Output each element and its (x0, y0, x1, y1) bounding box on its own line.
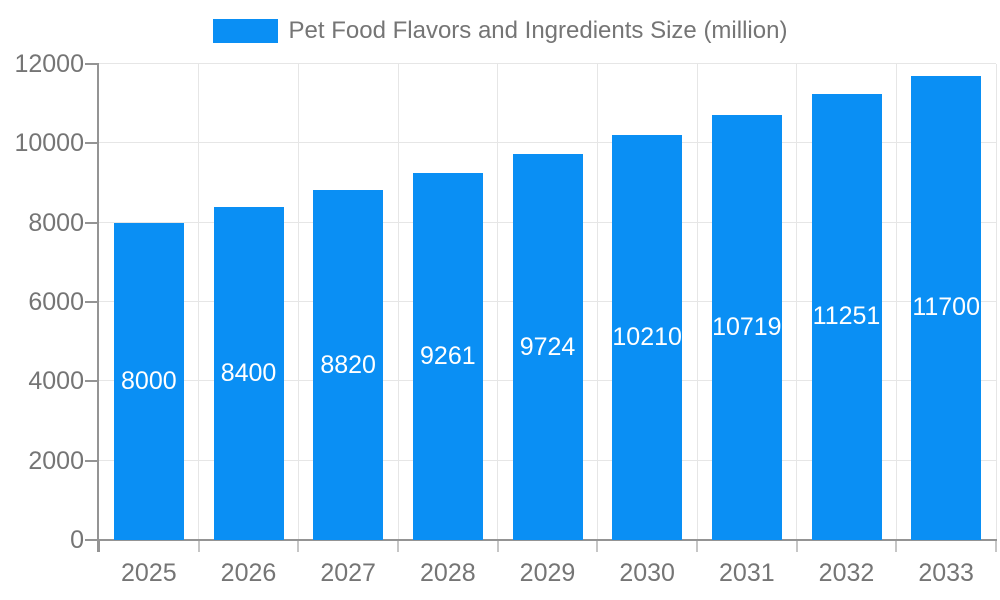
v-gridline (596, 64, 598, 540)
x-tick (397, 540, 399, 552)
bar-value-label: 8820 (320, 350, 376, 379)
bar-value-label: 10210 (612, 322, 682, 351)
bar-2033[interactable]: 11700 (911, 75, 982, 540)
y-gridline (99, 142, 996, 144)
bar-value-label: 11700 (912, 293, 980, 322)
v-gridline (497, 64, 499, 540)
y-tick (85, 221, 99, 224)
bar-2031[interactable]: 10719 (711, 114, 782, 540)
x-axis-label: 2027 (320, 559, 376, 587)
x-axis-label: 2031 (719, 559, 775, 587)
x-tick (795, 540, 798, 552)
bar-value-label: 10719 (712, 312, 782, 341)
x-axis-line (85, 539, 997, 541)
x-axis-label: 2032 (818, 559, 875, 587)
x-tick (496, 540, 499, 552)
bar-value-label: 8000 (121, 366, 177, 395)
bar-2028[interactable]: 9261 (412, 172, 483, 540)
y-tick (85, 301, 99, 303)
y-axis-line (97, 63, 99, 552)
legend[interactable]: Pet Food Flavors and Ingredients Size (m… (0, 14, 1000, 48)
legend-swatch (212, 19, 278, 43)
y-tick (85, 380, 99, 383)
x-axis-label: 2030 (619, 559, 675, 587)
x-tick (696, 540, 698, 552)
y-axis-label: 8000 (28, 208, 84, 237)
v-gridline (198, 64, 200, 540)
x-tick (995, 540, 997, 552)
x-tick (98, 540, 100, 552)
y-axis-label: 0 (70, 526, 84, 554)
x-axis-label: 2029 (519, 559, 576, 587)
bar-2027[interactable]: 8820 (313, 190, 384, 540)
v-gridline (995, 64, 997, 540)
x-tick (297, 540, 300, 552)
y-axis-label: 12000 (14, 50, 84, 78)
y-tick (85, 459, 99, 462)
bar-value-label: 9724 (519, 332, 576, 361)
v-gridline (895, 64, 897, 540)
y-tick (85, 142, 99, 145)
x-axis-label: 2026 (220, 559, 277, 587)
v-gridline (397, 64, 399, 540)
x-tick (895, 540, 898, 552)
x-axis-label: 2028 (420, 559, 476, 587)
x-tick (197, 540, 200, 552)
y-axis-label: 10000 (14, 129, 84, 158)
x-axis-label: 2033 (918, 559, 974, 587)
x-tick (596, 540, 599, 552)
x-axis-label: 2025 (121, 559, 177, 587)
y-gridline (99, 63, 996, 64)
bar-2029[interactable]: 9724 (512, 154, 583, 540)
legend-label: Pet Food Flavors and Ingredients Size (m… (288, 17, 788, 44)
y-axis-label: 2000 (28, 446, 84, 475)
bar-value-label: 11251 (812, 302, 881, 331)
y-tick (85, 63, 99, 65)
y-axis-label: 4000 (28, 367, 84, 396)
v-gridline (696, 64, 698, 540)
bar-2025[interactable]: 8000 (113, 222, 184, 540)
bar-2026[interactable]: 8400 (213, 206, 284, 540)
v-gridline (297, 64, 299, 540)
bar-2032[interactable]: 11251 (811, 93, 882, 540)
v-gridline (796, 64, 798, 540)
y-axis-label: 6000 (28, 288, 84, 316)
bar-2030[interactable]: 10210 (612, 135, 683, 540)
bar-value-label: 9261 (420, 341, 476, 370)
bar-value-label: 8400 (220, 358, 277, 387)
